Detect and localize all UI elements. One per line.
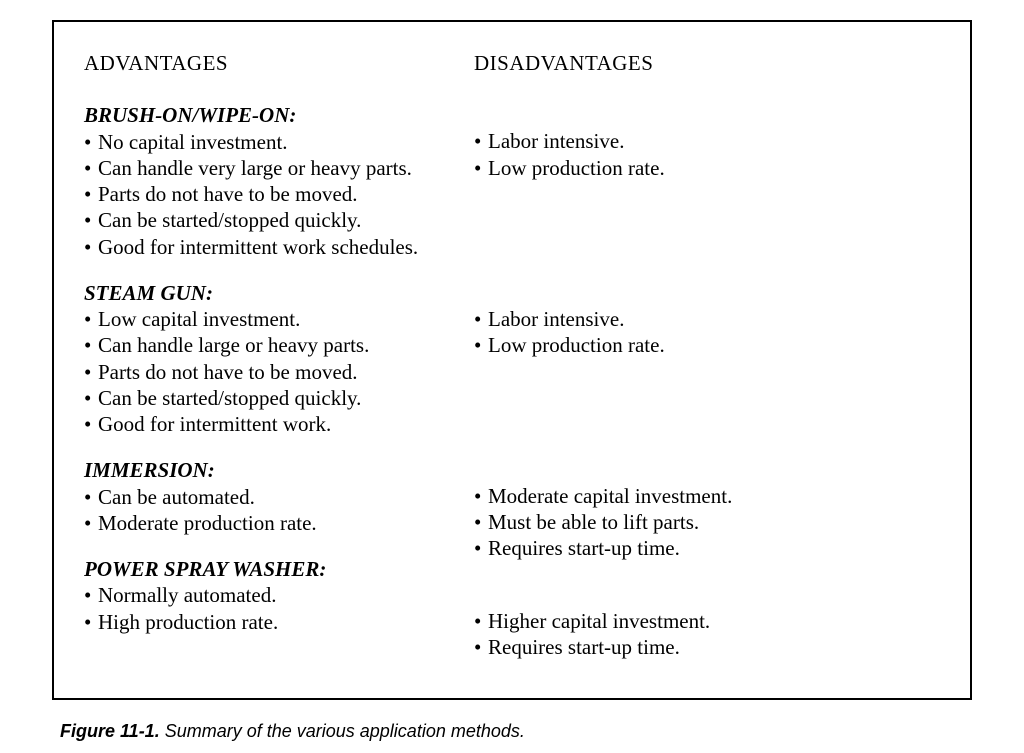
list-item: Parts do not have to be moved. bbox=[84, 181, 474, 207]
disadvantages-list: Labor intensive. Low production rate. . … bbox=[474, 128, 940, 259]
list-item: Can handle very large or heavy parts. bbox=[84, 155, 474, 181]
list-item: High production rate. bbox=[84, 609, 474, 635]
list-item: Low production rate. bbox=[474, 155, 940, 181]
spacer bbox=[474, 582, 940, 608]
disadvantages-header: DISADVANTAGES bbox=[474, 50, 940, 76]
method-section-right: Moderate capital investment. Must be abl… bbox=[474, 457, 940, 562]
disadvantages-column: DISADVANTAGES Labor intensive. Low produ… bbox=[474, 50, 940, 680]
figure-box: ADVANTAGES BRUSH-ON/WIPE-ON: No capital … bbox=[52, 20, 972, 700]
list-item: Can be automated. bbox=[84, 484, 474, 510]
method-section: IMMERSION: Can be automated. Moderate pr… bbox=[84, 457, 474, 536]
list-item: Low capital investment. bbox=[84, 306, 474, 332]
list-item: Must be able to lift parts. bbox=[474, 509, 940, 535]
spacer bbox=[474, 457, 940, 483]
method-title: POWER SPRAY WASHER: bbox=[84, 556, 474, 582]
list-item: Requires start-up time. bbox=[474, 634, 940, 660]
list-item: No capital investment. bbox=[84, 129, 474, 155]
list-item: Requires start-up time. bbox=[474, 535, 940, 561]
advantages-list: Can be automated. Moderate production ra… bbox=[84, 484, 474, 537]
list-item: Good for intermittent work schedules. bbox=[84, 234, 474, 260]
method-section: STEAM GUN: Low capital investment. Can h… bbox=[84, 280, 474, 438]
list-item: Can be started/stopped quickly. bbox=[84, 385, 474, 411]
method-section-right: Labor intensive. Low production rate. . … bbox=[474, 280, 940, 437]
figure-caption-text: Summary of the various application metho… bbox=[160, 721, 525, 741]
list-item: Normally automated. bbox=[84, 582, 474, 608]
spacer bbox=[474, 102, 940, 128]
list-item: Parts do not have to be moved. bbox=[84, 359, 474, 385]
list-item: Can be started/stopped quickly. bbox=[84, 207, 474, 233]
list-item: Higher capital investment. bbox=[474, 608, 940, 634]
two-column-layout: ADVANTAGES BRUSH-ON/WIPE-ON: No capital … bbox=[84, 50, 940, 680]
method-section: BRUSH-ON/WIPE-ON: No capital investment.… bbox=[84, 102, 474, 260]
figure-label: Figure 11-1. bbox=[60, 721, 160, 741]
method-title: BRUSH-ON/WIPE-ON: bbox=[84, 102, 474, 128]
advantages-list: Low capital investment. Can handle large… bbox=[84, 306, 474, 437]
spacer bbox=[474, 280, 940, 306]
method-section: POWER SPRAY WASHER: Normally automated. … bbox=[84, 556, 474, 635]
disadvantages-list: Labor intensive. Low production rate. . … bbox=[474, 306, 940, 437]
method-title: STEAM GUN: bbox=[84, 280, 474, 306]
list-item: Labor intensive. bbox=[474, 306, 940, 332]
list-item: Moderate production rate. bbox=[84, 510, 474, 536]
advantages-list: No capital investment. Can handle very l… bbox=[84, 129, 474, 260]
list-item: Low production rate. bbox=[474, 332, 940, 358]
list-item: Labor intensive. bbox=[474, 128, 940, 154]
advantages-column: ADVANTAGES BRUSH-ON/WIPE-ON: No capital … bbox=[84, 50, 474, 680]
method-section-right: Labor intensive. Low production rate. . … bbox=[474, 102, 940, 259]
advantages-header: ADVANTAGES bbox=[84, 50, 474, 76]
list-item: Can handle large or heavy parts. bbox=[84, 332, 474, 358]
method-section-right: Higher capital investment. Requires star… bbox=[474, 582, 940, 661]
method-title: IMMERSION: bbox=[84, 457, 474, 483]
list-item: Moderate capital investment. bbox=[474, 483, 940, 509]
figure-caption: Figure 11-1. Summary of the various appl… bbox=[60, 720, 525, 743]
advantages-list: Normally automated. High production rate… bbox=[84, 582, 474, 635]
disadvantages-list: Moderate capital investment. Must be abl… bbox=[474, 483, 940, 562]
list-item: Good for intermittent work. bbox=[84, 411, 474, 437]
disadvantages-list: Higher capital investment. Requires star… bbox=[474, 608, 940, 661]
